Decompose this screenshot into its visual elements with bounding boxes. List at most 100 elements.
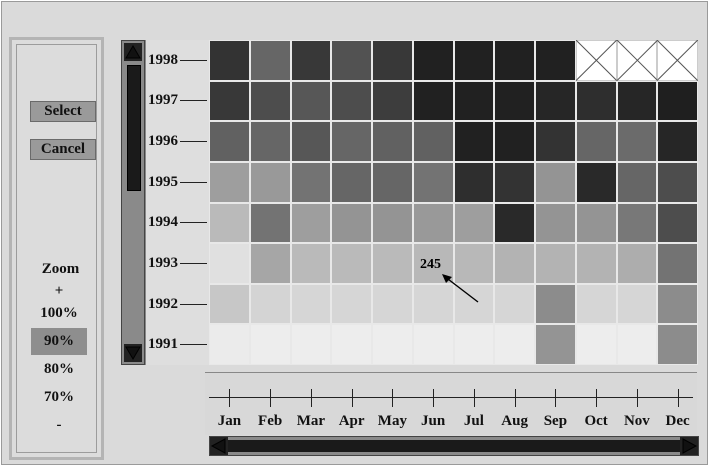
heatmap-cell-1993-jul[interactable] xyxy=(453,243,495,284)
heatmap-cell-1998-apr[interactable] xyxy=(331,40,372,81)
heatmap-cell-1993-aug[interactable] xyxy=(494,243,535,284)
heatmap-cell-1996-dec[interactable] xyxy=(657,121,698,162)
heatmap-cell-1992-oct[interactable] xyxy=(575,283,617,325)
heatmap-cell-1997-jun[interactable] xyxy=(412,80,454,122)
heatmap-cell-1995-jun[interactable] xyxy=(412,161,454,203)
heatmap-cell-1997-may[interactable] xyxy=(372,80,413,122)
heatmap-cell-1994-dec[interactable] xyxy=(657,202,698,244)
heatmap-cell-1994-aug[interactable] xyxy=(494,202,535,244)
heatmap-cell-1997-jul[interactable] xyxy=(453,80,495,122)
heatmap-cell-1996-apr[interactable] xyxy=(331,121,372,162)
heatmap-cell-1992-mar[interactable] xyxy=(290,283,332,325)
heatmap-cell-1992-jul[interactable] xyxy=(453,283,495,325)
heatmap-cell-1992-may[interactable] xyxy=(372,283,413,325)
heatmap-cell-1998-jun[interactable] xyxy=(412,40,454,81)
scroll-left-arrow-icon[interactable] xyxy=(210,437,228,455)
heatmap-cell-1992-nov[interactable] xyxy=(616,283,658,325)
heatmap-cell-1992-jun[interactable] xyxy=(412,283,454,325)
zoom-option-100[interactable]: 100% xyxy=(40,305,78,321)
heatmap-cell-1998-feb[interactable] xyxy=(249,40,291,81)
heatmap-cell-1995-feb[interactable] xyxy=(249,161,291,203)
vertical-scrollbar[interactable] xyxy=(121,40,145,365)
horizontal-scroll-thumb[interactable] xyxy=(228,440,680,452)
heatmap-cell-1996-jan[interactable] xyxy=(209,121,250,162)
scroll-right-arrow-icon[interactable] xyxy=(680,437,698,455)
heatmap-cell-1996-nov[interactable] xyxy=(616,121,658,162)
select-button[interactable]: Select xyxy=(30,101,96,122)
heatmap-cell-1991-jul[interactable] xyxy=(453,324,495,365)
heatmap-cell-1998-sep[interactable] xyxy=(535,40,576,81)
heatmap-cell-1992-dec[interactable] xyxy=(657,283,698,325)
heatmap-cell-1991-feb[interactable] xyxy=(249,324,291,365)
zoom-option-90[interactable]: 90% xyxy=(31,328,87,355)
cancel-button[interactable]: Cancel xyxy=(30,139,96,160)
heatmap-cell-1991-oct[interactable] xyxy=(575,324,617,365)
heatmap-cell-1995-nov[interactable] xyxy=(616,161,658,203)
heatmap-cell-1993-jan[interactable] xyxy=(209,243,250,284)
heatmap-cell-1994-jun[interactable] xyxy=(412,202,454,244)
heatmap-grid[interactable] xyxy=(209,40,698,365)
heatmap-cell-1991-sep[interactable] xyxy=(535,324,576,365)
heatmap-cell-1997-aug[interactable] xyxy=(494,80,535,122)
heatmap-cell-1994-nov[interactable] xyxy=(616,202,658,244)
heatmap-cell-1997-sep[interactable] xyxy=(535,80,576,122)
heatmap-cell-1995-jul[interactable] xyxy=(453,161,495,203)
zoom-in-button[interactable]: + xyxy=(54,282,64,299)
heatmap-cell-1993-may[interactable] xyxy=(372,243,413,284)
heatmap-cell-1997-nov[interactable] xyxy=(616,80,658,122)
heatmap-cell-1997-jan[interactable] xyxy=(209,80,250,122)
heatmap-cell-1998-jan[interactable] xyxy=(209,40,250,81)
heatmap-cell-1993-nov[interactable] xyxy=(616,243,658,284)
heatmap-cell-1995-apr[interactable] xyxy=(331,161,372,203)
heatmap-cell-1993-feb[interactable] xyxy=(249,243,291,284)
vertical-scroll-thumb[interactable] xyxy=(127,65,141,191)
heatmap-cell-1998-jul[interactable] xyxy=(453,40,495,81)
scroll-down-arrow-icon[interactable] xyxy=(124,344,142,362)
heatmap-cell-1998-oct[interactable] xyxy=(575,40,617,81)
zoom-option-80[interactable]: 80% xyxy=(44,361,74,377)
heatmap-cell-1992-feb[interactable] xyxy=(249,283,291,325)
heatmap-cell-1992-jan[interactable] xyxy=(209,283,250,325)
heatmap-cell-1996-aug[interactable] xyxy=(494,121,535,162)
heatmap-cell-1997-oct[interactable] xyxy=(575,80,617,122)
heatmap-cell-1996-feb[interactable] xyxy=(249,121,291,162)
heatmap-cell-1994-jan[interactable] xyxy=(209,202,250,244)
heatmap-cell-1998-aug[interactable] xyxy=(494,40,535,81)
heatmap-cell-1996-oct[interactable] xyxy=(575,121,617,162)
heatmap-cell-1996-mar[interactable] xyxy=(290,121,332,162)
heatmap-cell-1994-feb[interactable] xyxy=(249,202,291,244)
heatmap-cell-1992-sep[interactable] xyxy=(535,283,576,325)
heatmap-cell-1994-mar[interactable] xyxy=(290,202,332,244)
heatmap-cell-1991-dec[interactable] xyxy=(657,324,698,365)
zoom-out-button[interactable]: - xyxy=(56,417,62,433)
heatmap-cell-1996-may[interactable] xyxy=(372,121,413,162)
heatmap-cell-1993-apr[interactable] xyxy=(331,243,372,284)
heatmap-cell-1997-dec[interactable] xyxy=(657,80,698,122)
heatmap-cell-1994-apr[interactable] xyxy=(331,202,372,244)
heatmap-cell-1998-may[interactable] xyxy=(372,40,413,81)
heatmap-cell-1992-apr[interactable] xyxy=(331,283,372,325)
heatmap-cell-1995-dec[interactable] xyxy=(657,161,698,203)
heatmap-cell-1993-mar[interactable] xyxy=(290,243,332,284)
heatmap-cell-1991-may[interactable] xyxy=(372,324,413,365)
horizontal-scrollbar[interactable] xyxy=(209,436,699,456)
heatmap-cell-1991-apr[interactable] xyxy=(331,324,372,365)
heatmap-cell-1996-sep[interactable] xyxy=(535,121,576,162)
heatmap-cell-1995-mar[interactable] xyxy=(290,161,332,203)
heatmap-cell-1991-nov[interactable] xyxy=(616,324,658,365)
heatmap-cell-1991-mar[interactable] xyxy=(290,324,332,365)
heatmap-cell-1995-aug[interactable] xyxy=(494,161,535,203)
heatmap-cell-1997-apr[interactable] xyxy=(331,80,372,122)
zoom-option-70[interactable]: 70% xyxy=(44,389,74,405)
heatmap-cell-1991-aug[interactable] xyxy=(494,324,535,365)
heatmap-cell-1994-oct[interactable] xyxy=(575,202,617,244)
heatmap-cell-1995-oct[interactable] xyxy=(575,161,617,203)
heatmap-cell-1994-sep[interactable] xyxy=(535,202,576,244)
scroll-up-arrow-icon[interactable] xyxy=(124,43,142,61)
heatmap-cell-1996-jul[interactable] xyxy=(453,121,495,162)
heatmap-cell-1998-dec[interactable] xyxy=(657,40,698,81)
heatmap-cell-1991-jan[interactable] xyxy=(209,324,250,365)
heatmap-cell-1993-sep[interactable] xyxy=(535,243,576,284)
heatmap-cell-1995-jan[interactable] xyxy=(209,161,250,203)
heatmap-cell-1993-dec[interactable] xyxy=(657,243,698,284)
